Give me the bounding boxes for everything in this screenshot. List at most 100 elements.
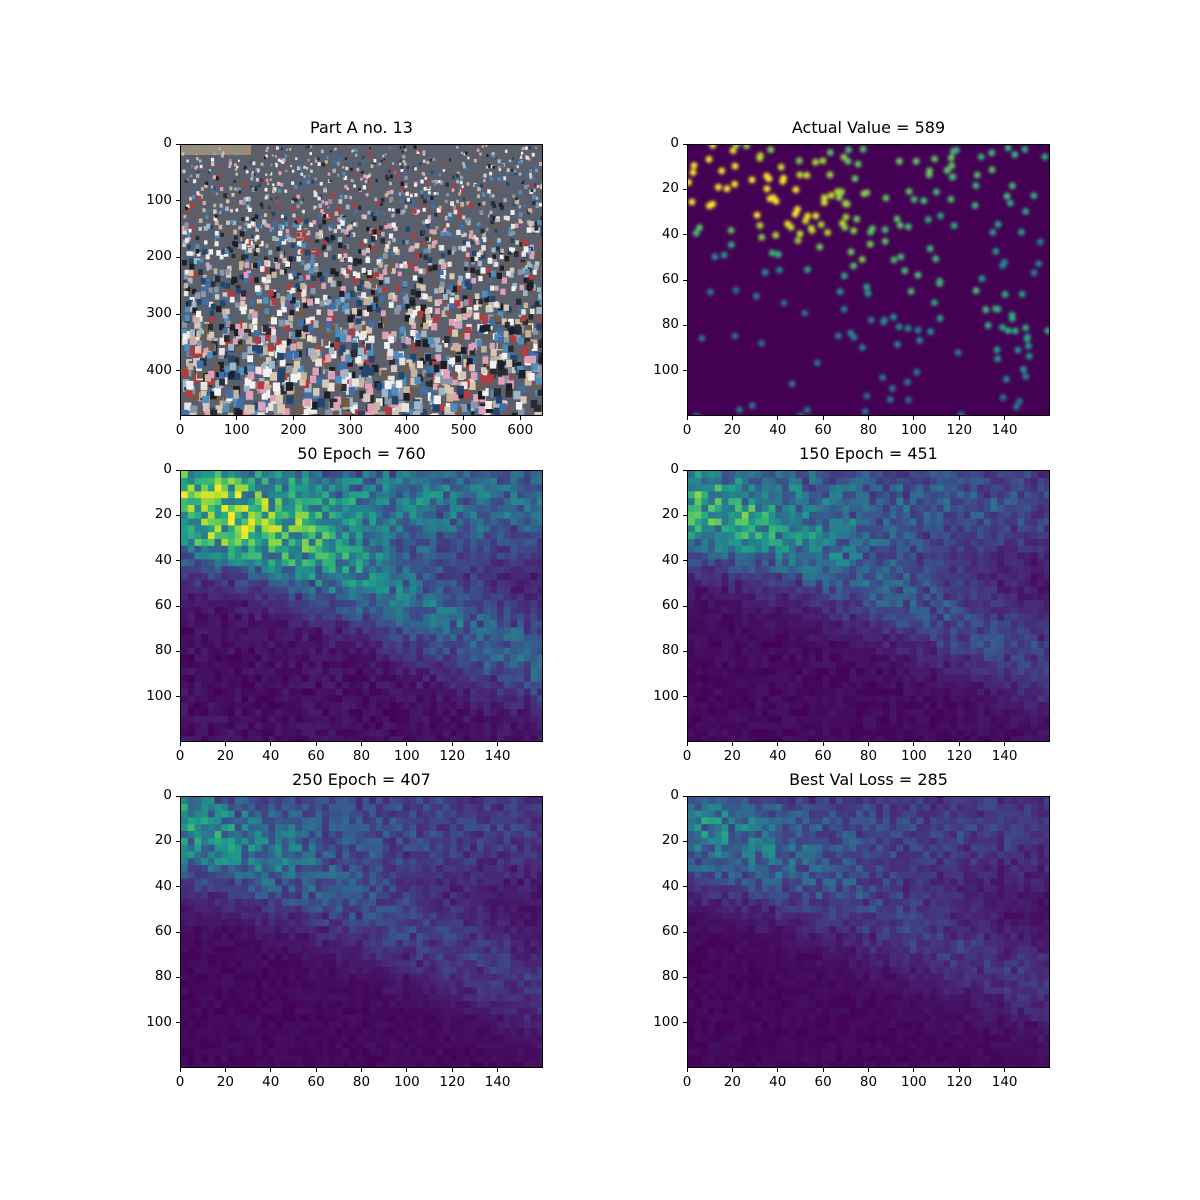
crowd-blob	[432, 264, 438, 271]
prediction-cell	[221, 634, 229, 642]
crowd-blob	[208, 343, 215, 351]
crowd-blob	[352, 149, 355, 152]
crowd-blob	[200, 390, 207, 398]
prediction-cell	[429, 702, 438, 710]
crowd-blob	[482, 357, 489, 364]
crowd-blob	[536, 365, 542, 373]
crowd-blob	[494, 285, 499, 291]
prediction-cell	[537, 518, 542, 526]
crowd-blob	[241, 217, 245, 222]
prediction-cell	[288, 709, 296, 717]
density-point	[796, 171, 804, 179]
prediction-cell	[517, 641, 525, 649]
prediction-cell	[409, 532, 417, 540]
crowd-blob	[183, 287, 189, 294]
prediction-cell	[302, 675, 310, 683]
density-point	[761, 269, 769, 276]
prediction-cell	[228, 613, 236, 622]
prediction-cell	[530, 702, 538, 710]
prediction-cell	[510, 715, 518, 724]
prediction-cell	[207, 641, 216, 649]
crowd-blob	[469, 240, 474, 245]
crowd-blob	[531, 363, 538, 371]
prediction-cell	[187, 498, 196, 506]
prediction-cell	[523, 579, 532, 588]
density-point	[826, 149, 834, 156]
crowd-blob	[248, 207, 252, 212]
prediction-cell	[416, 641, 424, 649]
prediction-cell	[443, 722, 451, 730]
prediction-cell	[503, 511, 511, 520]
prediction-cell	[375, 627, 384, 635]
prediction-cell	[369, 586, 377, 594]
prediction-cell	[241, 634, 249, 642]
prediction-cell	[369, 552, 377, 560]
prediction-cell	[308, 593, 317, 601]
crowd-blob	[285, 233, 290, 239]
crowd-blob	[328, 347, 335, 355]
prediction-cell	[537, 709, 542, 717]
crowd-blob	[186, 390, 193, 398]
prediction-cell	[449, 661, 458, 669]
prediction-cell	[429, 525, 438, 533]
prediction-cell	[483, 532, 491, 540]
prediction-cell	[194, 722, 202, 730]
crowd-blob	[394, 200, 398, 204]
x-tick-mark	[958, 416, 960, 420]
prediction-cell	[396, 579, 404, 588]
density-point	[777, 163, 785, 171]
prediction-cell	[423, 593, 431, 601]
crowd-blob	[367, 151, 371, 155]
crowd-blob	[248, 197, 251, 202]
prediction-cell	[295, 471, 303, 479]
crowd-blob	[269, 226, 274, 232]
crowd-blob	[303, 325, 309, 333]
crowd-blob	[382, 316, 389, 324]
density-point	[867, 316, 875, 324]
crowd-blob	[245, 336, 253, 345]
crowd-blob	[195, 244, 200, 250]
crowd-blob	[519, 155, 523, 159]
prediction-cell	[261, 729, 269, 737]
prediction-cell	[463, 681, 471, 690]
prediction-cell	[389, 525, 397, 533]
prediction-cell	[295, 620, 303, 628]
prediction-cell	[436, 641, 444, 649]
density-point	[1044, 327, 1049, 335]
crowd-blob	[245, 216, 249, 221]
prediction-cell	[181, 675, 189, 683]
prediction-cell	[187, 661, 196, 669]
prediction-cell	[248, 695, 256, 703]
crowd-blob	[538, 316, 542, 322]
prediction-cell	[470, 607, 478, 615]
crowd-blob	[461, 245, 467, 252]
crowd-blob	[186, 177, 190, 181]
crowd-blob	[347, 315, 354, 323]
crowd-blob	[525, 146, 528, 150]
crowd-blob	[235, 409, 243, 415]
prediction-cell	[342, 695, 350, 703]
prediction-cell	[349, 729, 357, 737]
subplot-3: 50 Epoch = 760 0 20 40 60 80 100 120 140 0 20 40 60 8…	[146, 444, 543, 764]
crowd-blob	[234, 168, 237, 171]
prediction-cell	[362, 518, 370, 526]
prediction-cell	[449, 613, 458, 622]
crowd-blob	[447, 249, 452, 255]
prediction-cell	[295, 518, 303, 526]
prediction-cell	[254, 491, 263, 499]
prediction-cell	[214, 634, 222, 642]
prediction-cell	[510, 695, 518, 703]
prediction-cell	[496, 607, 505, 615]
prediction-cell	[181, 641, 189, 649]
prediction-cell	[409, 675, 417, 683]
prediction-cell	[456, 729, 464, 737]
crowd-blob	[382, 154, 385, 158]
crowd-blob	[513, 169, 517, 173]
prediction-cell	[409, 722, 417, 730]
density-point	[1030, 269, 1038, 277]
crowd-blob	[275, 164, 278, 168]
crowd-blob	[257, 412, 265, 415]
prediction-cell	[449, 484, 458, 492]
crowd-blob	[363, 310, 369, 317]
crowd-blob	[270, 395, 277, 403]
